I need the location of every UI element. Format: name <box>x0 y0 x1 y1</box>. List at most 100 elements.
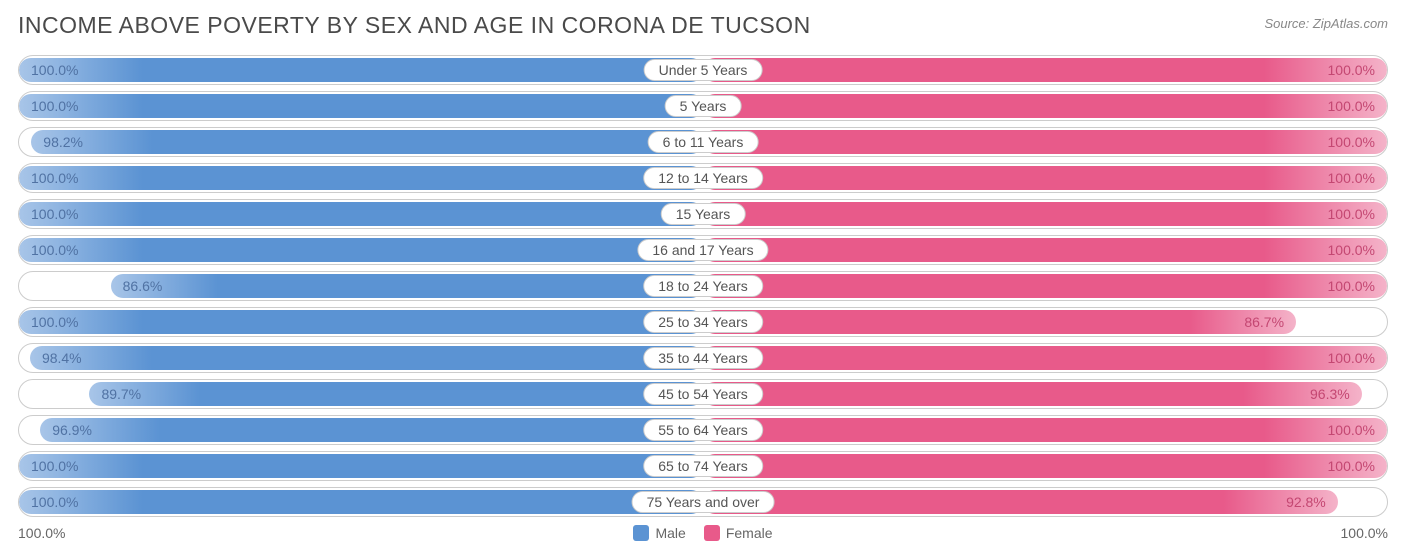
legend-male: Male <box>633 525 685 541</box>
female-value-label: 86.7% <box>1244 314 1296 330</box>
chart-row: 100.0% 100.0% Under 5 Years <box>18 55 1388 85</box>
female-value-label: 100.0% <box>1328 170 1387 186</box>
female-bar <box>703 346 1387 370</box>
female-value-label: 96.3% <box>1310 386 1362 402</box>
female-half: 100.0% <box>703 164 1387 192</box>
chart-row: 100.0%100.0%5 Years <box>18 91 1388 121</box>
male-bar <box>19 238 703 262</box>
male-bar <box>19 58 703 82</box>
legend-male-swatch <box>633 525 649 541</box>
female-half: 86.7% <box>703 308 1387 336</box>
male-value-label: 100.0% <box>19 314 78 330</box>
male-value-label: 96.9% <box>40 422 92 438</box>
female-half: 100.0% <box>703 92 1387 120</box>
male-value-label: 100.0% <box>19 242 78 258</box>
female-half: 92.8% <box>703 488 1387 516</box>
category-label: 75 Years and over <box>632 491 775 513</box>
female-bar <box>703 94 1387 118</box>
chart-header: INCOME ABOVE POVERTY BY SEX AND AGE IN C… <box>18 12 1388 39</box>
chart-row: 100.0% 100.0% 15 Years <box>18 199 1388 229</box>
male-value-label: 100.0% <box>19 170 78 186</box>
male-half: 98.2% <box>19 128 703 156</box>
female-value-label: 100.0% <box>1328 62 1387 78</box>
male-value-label: 100.0% <box>19 206 78 222</box>
female-bar <box>703 274 1387 298</box>
category-label: 6 to 11 Years <box>648 131 759 153</box>
chart-row: 86.6% 100.0% 18 to 24 Years <box>18 271 1388 301</box>
male-half: 100.0% <box>19 488 703 516</box>
male-half: 86.6% <box>19 272 703 300</box>
male-value-label: 100.0% <box>19 62 78 78</box>
male-bar <box>19 310 703 334</box>
female-half: 100.0% <box>703 272 1387 300</box>
female-bar <box>703 490 1338 514</box>
female-value-label: 100.0% <box>1328 278 1387 294</box>
chart-row: 100.0% 100.0% 12 to 14 Years <box>18 163 1388 193</box>
category-label: 45 to 54 Years <box>643 383 763 405</box>
male-half: 100.0% <box>19 200 703 228</box>
category-label: 25 to 34 Years <box>643 311 763 333</box>
female-bar <box>703 418 1387 442</box>
male-bar <box>19 454 703 478</box>
male-bar <box>30 346 703 370</box>
male-bar <box>19 490 703 514</box>
category-label: 16 and 17 Years <box>637 239 768 261</box>
male-half: 100.0% <box>19 236 703 264</box>
male-bar <box>89 382 703 406</box>
female-value-label: 92.8% <box>1286 494 1338 510</box>
male-half: 100.0% <box>19 164 703 192</box>
category-label: 55 to 64 Years <box>643 419 763 441</box>
female-half: 100.0% <box>703 416 1387 444</box>
chart-row: 100.0% 92.8% 75 Years and over <box>18 487 1388 517</box>
chart-row: 100.0%100.0%65 to 74 Years <box>18 451 1388 481</box>
male-half: 100.0% <box>19 308 703 336</box>
female-value-label: 100.0% <box>1328 242 1387 258</box>
legend-female: Female <box>704 525 773 541</box>
male-half: 100.0% <box>19 56 703 84</box>
female-value-label: 100.0% <box>1328 98 1387 114</box>
legend: Male Female <box>633 525 772 541</box>
male-value-label: 98.4% <box>30 350 82 366</box>
male-bar <box>111 274 703 298</box>
male-half: 98.4% <box>19 344 703 372</box>
male-half: 89.7% <box>19 380 703 408</box>
male-bar <box>19 166 703 190</box>
female-value-label: 100.0% <box>1328 206 1387 222</box>
female-bar <box>703 166 1387 190</box>
male-value-label: 100.0% <box>19 458 78 474</box>
male-value-label: 98.2% <box>31 134 83 150</box>
female-value-label: 100.0% <box>1328 134 1387 150</box>
category-label: 15 Years <box>661 203 746 225</box>
female-half: 100.0% <box>703 344 1387 372</box>
axis-left-label: 100.0% <box>18 525 65 541</box>
category-label: 18 to 24 Years <box>643 275 763 297</box>
female-bar <box>703 454 1387 478</box>
category-label: 12 to 14 Years <box>643 167 763 189</box>
legend-male-label: Male <box>655 525 685 541</box>
female-half: 96.3% <box>703 380 1387 408</box>
chart-title: INCOME ABOVE POVERTY BY SEX AND AGE IN C… <box>18 12 811 39</box>
female-half: 100.0% <box>703 236 1387 264</box>
female-half: 100.0% <box>703 56 1387 84</box>
chart-row: 89.7% 96.3% 45 to 54 Years <box>18 379 1388 409</box>
chart-row: 100.0% 100.0% 16 and 17 Years <box>18 235 1388 265</box>
male-half: 100.0% <box>19 452 703 480</box>
legend-female-swatch <box>704 525 720 541</box>
female-half: 100.0% <box>703 200 1387 228</box>
category-label: 35 to 44 Years <box>643 347 763 369</box>
female-bar <box>703 382 1362 406</box>
male-value-label: 100.0% <box>19 98 78 114</box>
female-bar <box>703 58 1387 82</box>
male-value-label: 100.0% <box>19 494 78 510</box>
chart-row: 100.0% 86.7% 25 to 34 Years <box>18 307 1388 337</box>
female-value-label: 100.0% <box>1328 458 1387 474</box>
category-label: Under 5 Years <box>644 59 763 81</box>
male-bar <box>31 130 703 154</box>
female-value-label: 100.0% <box>1328 350 1387 366</box>
male-value-label: 89.7% <box>89 386 141 402</box>
chart-row: 98.2% 100.0% 6 to 11 Years <box>18 127 1388 157</box>
female-bar <box>703 310 1296 334</box>
chart-body: 100.0%100.0%Under 5 Years100.0%100.0%5 Y… <box>18 55 1388 517</box>
male-half: 100.0% <box>19 92 703 120</box>
male-half: 96.9% <box>19 416 703 444</box>
